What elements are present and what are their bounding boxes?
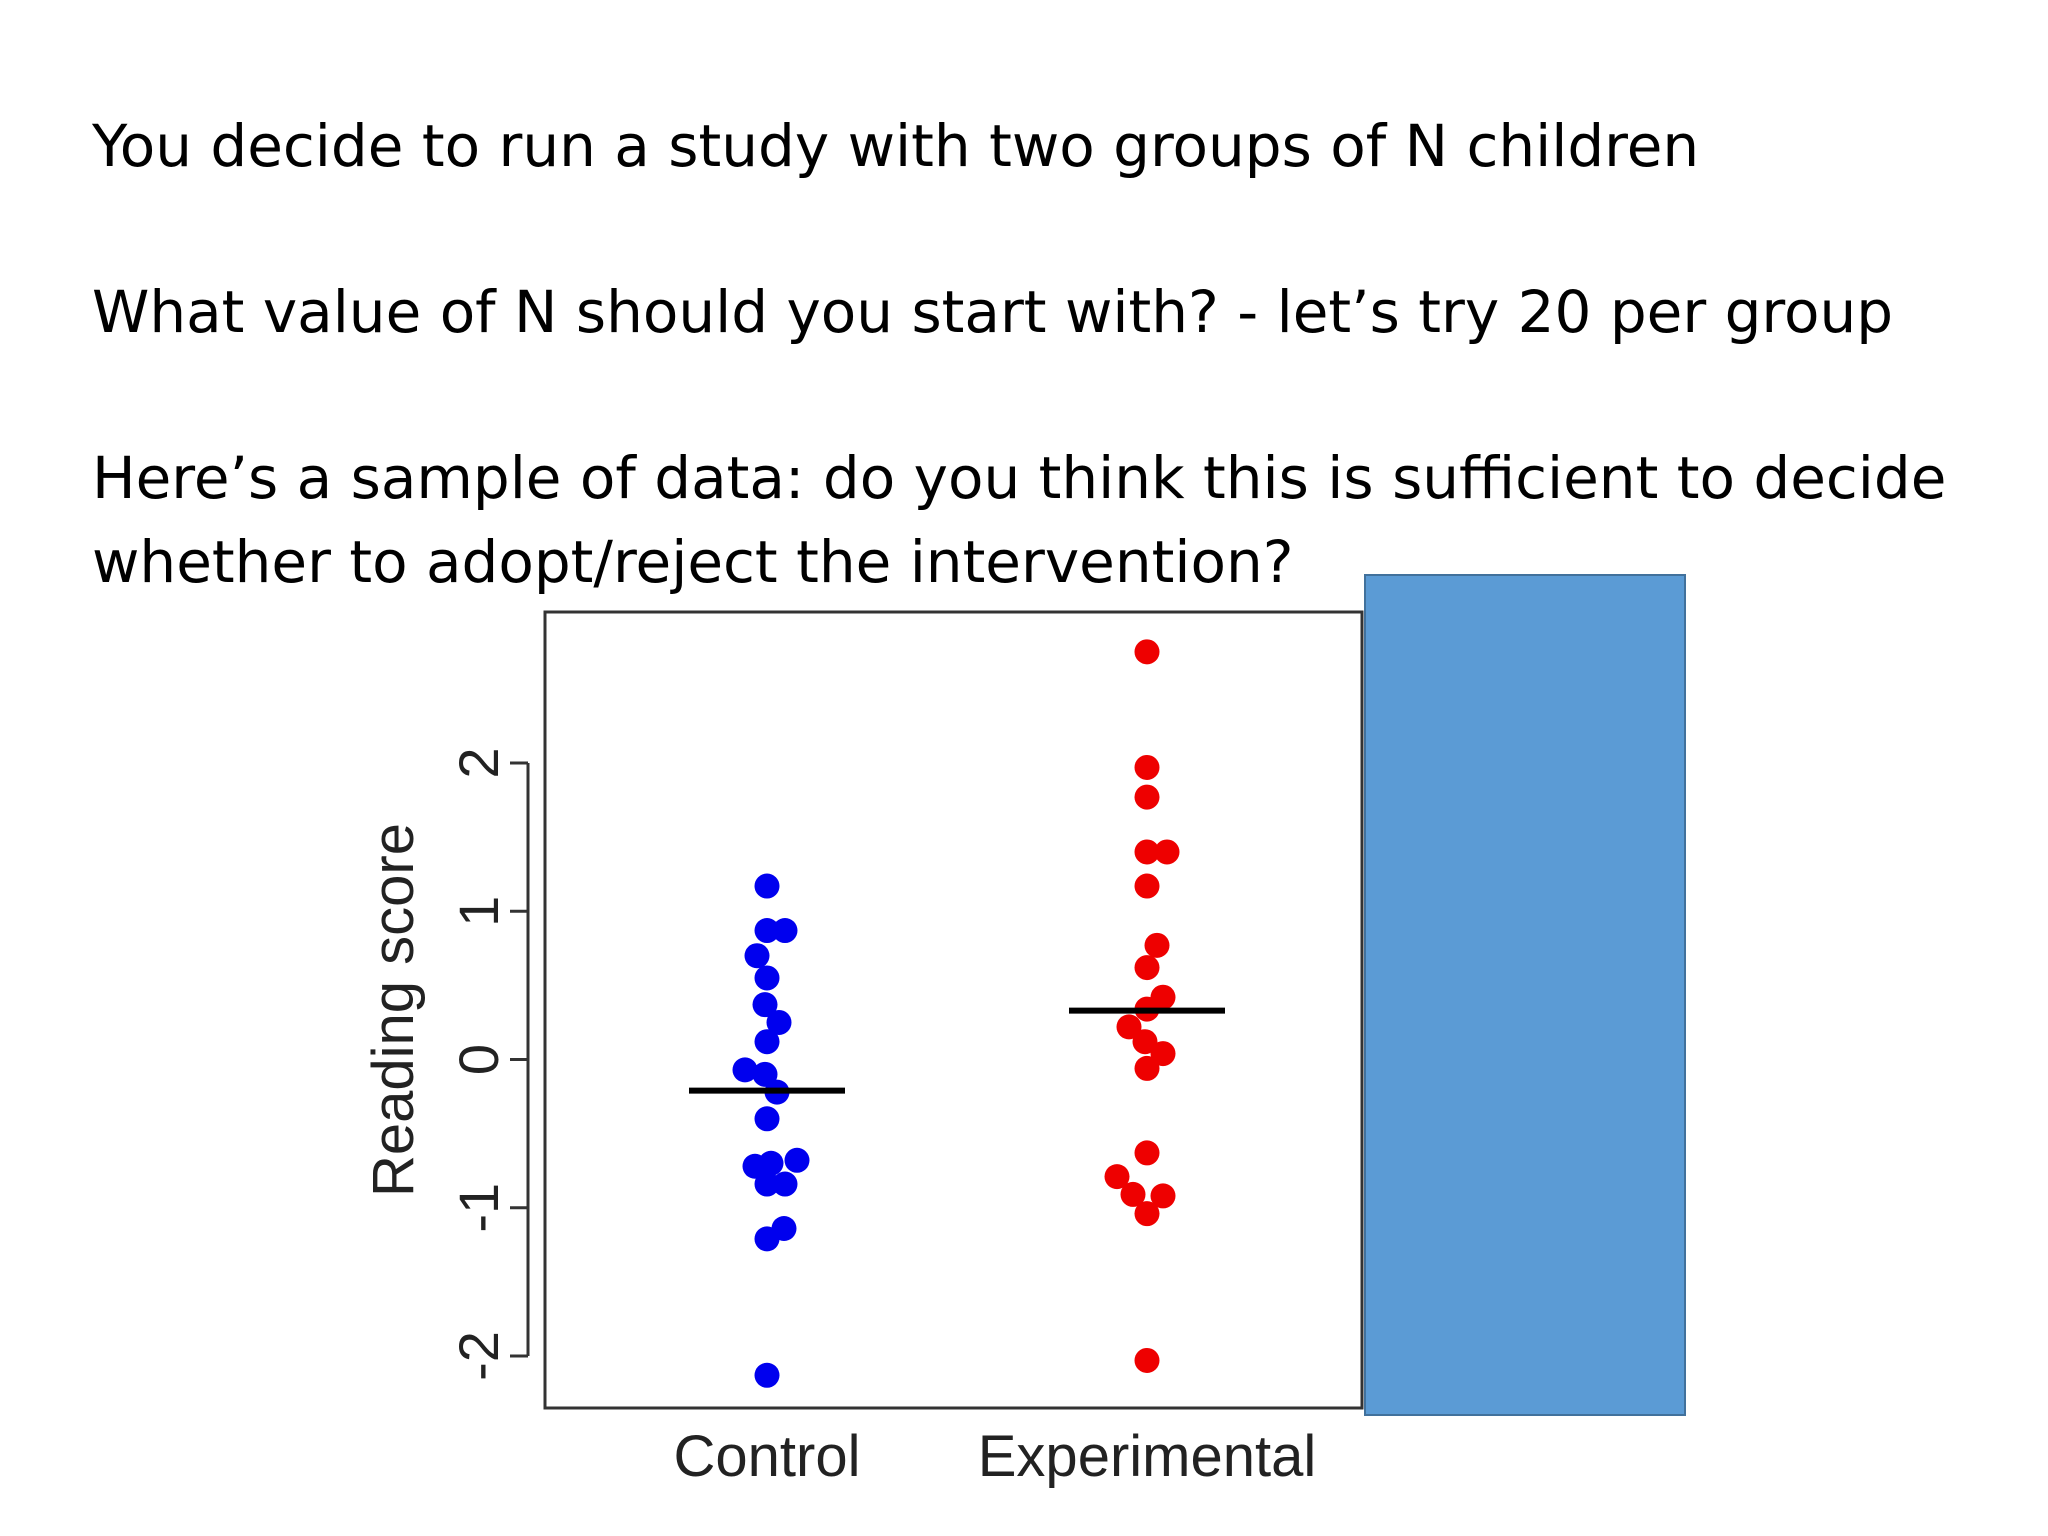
y-tick-label: -2 bbox=[447, 1331, 510, 1381]
data-point-experimental bbox=[1134, 873, 1160, 899]
plot-border bbox=[543, 610, 1364, 1410]
data-point-control bbox=[744, 943, 770, 969]
data-point-control bbox=[784, 1147, 810, 1173]
data-point-experimental bbox=[1134, 955, 1160, 981]
y-tick-label: -1 bbox=[447, 1183, 510, 1233]
data-point-control bbox=[754, 965, 780, 991]
data-point-control bbox=[754, 1171, 780, 1197]
plot-frame bbox=[543, 610, 1364, 1410]
data-point-experimental bbox=[1150, 1183, 1176, 1209]
slide-text-line-2: What value of N should you start with? -… bbox=[92, 278, 1894, 346]
data-points bbox=[732, 639, 1180, 1388]
y-tick-label: 0 bbox=[447, 1044, 510, 1075]
data-point-experimental bbox=[1134, 784, 1160, 810]
data-point-experimental bbox=[1104, 1164, 1130, 1190]
slide-text-line-3: Here’s a sample of data: do you think th… bbox=[92, 444, 1947, 512]
y-tick-label: 2 bbox=[447, 747, 510, 778]
data-point-control bbox=[772, 1171, 798, 1197]
data-point-experimental bbox=[1134, 1201, 1160, 1227]
data-point-experimental bbox=[1134, 1347, 1160, 1373]
data-point-control bbox=[754, 1029, 780, 1055]
data-point-control bbox=[758, 1150, 784, 1176]
data-point-experimental bbox=[1116, 1014, 1142, 1040]
data-point-control bbox=[752, 1061, 778, 1087]
blue-rectangle bbox=[1364, 574, 1686, 1416]
data-point-control bbox=[752, 992, 778, 1018]
x-axis-categories: Control Experimental bbox=[674, 1424, 1317, 1489]
y-axis: -2 -1 0 1 2 bbox=[447, 747, 530, 1381]
data-point-experimental bbox=[1134, 1140, 1160, 1166]
y-axis-title: Reading score bbox=[361, 823, 426, 1197]
y-tick-label: 1 bbox=[447, 896, 510, 927]
data-point-control bbox=[754, 1106, 780, 1132]
data-point-experimental bbox=[1144, 932, 1170, 958]
data-point-experimental bbox=[1134, 639, 1160, 665]
data-point-control bbox=[766, 1009, 792, 1035]
mean-lines bbox=[689, 1007, 1225, 1094]
data-point-experimental bbox=[1154, 839, 1180, 865]
data-point-experimental bbox=[1120, 1181, 1146, 1207]
x-category-label-control: Control bbox=[674, 1424, 861, 1489]
data-point-experimental bbox=[1132, 1029, 1158, 1055]
data-point-control bbox=[732, 1057, 758, 1083]
data-point-control bbox=[772, 918, 798, 944]
data-point-experimental bbox=[1134, 839, 1160, 865]
data-point-experimental bbox=[1134, 754, 1160, 780]
slide-text-line-1: You decide to run a study with two group… bbox=[92, 112, 1700, 180]
data-point-control bbox=[754, 1362, 780, 1388]
data-point-control bbox=[754, 918, 780, 944]
data-point-experimental bbox=[1134, 1055, 1160, 1081]
data-point-control bbox=[754, 873, 780, 899]
data-point-experimental bbox=[1150, 1041, 1176, 1067]
data-point-control bbox=[754, 1226, 780, 1252]
slide-text-line-4: whether to adopt/reject the intervention… bbox=[92, 528, 1294, 596]
x-category-label-experimental: Experimental bbox=[978, 1424, 1316, 1489]
